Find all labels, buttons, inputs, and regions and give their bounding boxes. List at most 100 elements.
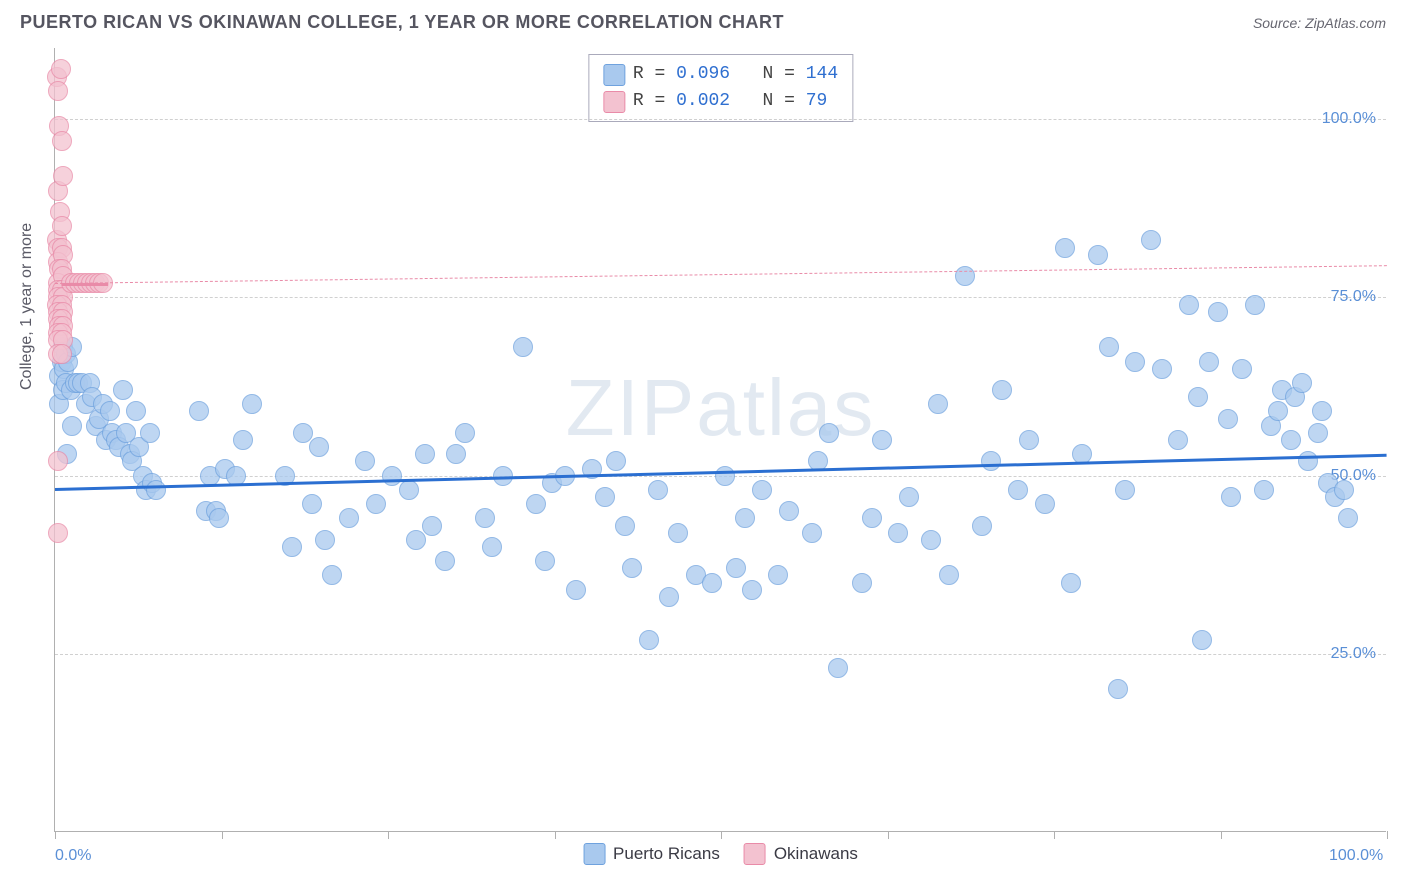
point-puerto-rican <box>1292 373 1312 393</box>
point-puerto-rican <box>1308 423 1328 443</box>
point-puerto-rican <box>62 416 82 436</box>
point-puerto-rican <box>802 523 822 543</box>
point-puerto-rican <box>1334 480 1354 500</box>
point-puerto-rican <box>615 516 635 536</box>
source-label: Source: ZipAtlas.com <box>1253 15 1386 31</box>
point-puerto-rican <box>852 573 872 593</box>
point-puerto-rican <box>768 565 788 585</box>
point-puerto-rican <box>1268 401 1288 421</box>
legend-item: Okinawans <box>744 843 858 865</box>
point-puerto-rican <box>606 451 626 471</box>
correlation-legend-box: R = 0.096 N = 144R = 0.002 N = 79 <box>588 54 853 122</box>
point-puerto-rican <box>648 480 668 500</box>
point-puerto-rican <box>233 430 253 450</box>
point-puerto-rican <box>1115 480 1135 500</box>
point-okinawan <box>48 523 68 543</box>
point-puerto-rican <box>355 451 375 471</box>
point-puerto-rican <box>981 451 1001 471</box>
point-puerto-rican <box>406 530 426 550</box>
header: PUERTO RICAN VS OKINAWAN COLLEGE, 1 YEAR… <box>0 0 1406 41</box>
point-puerto-rican <box>1199 352 1219 372</box>
x-tick-label: 100.0% <box>1329 847 1383 865</box>
point-puerto-rican <box>1019 430 1039 450</box>
correlation-row: R = 0.096 N = 144 <box>603 61 838 88</box>
point-puerto-rican <box>126 401 146 421</box>
point-puerto-rican <box>1208 302 1228 322</box>
point-puerto-rican <box>535 551 555 571</box>
point-puerto-rican <box>1192 630 1212 650</box>
point-puerto-rican <box>715 466 735 486</box>
legend-swatch <box>583 843 605 865</box>
point-puerto-rican <box>622 558 642 578</box>
x-tick <box>388 831 389 839</box>
x-tick <box>1387 831 1388 839</box>
point-puerto-rican <box>1108 679 1128 699</box>
point-puerto-rican <box>566 580 586 600</box>
point-puerto-rican <box>415 444 435 464</box>
point-puerto-rican <box>242 394 262 414</box>
point-puerto-rican <box>1152 359 1172 379</box>
point-okinawan <box>52 216 72 236</box>
point-puerto-rican <box>475 508 495 528</box>
point-puerto-rican <box>1245 295 1265 315</box>
point-puerto-rican <box>819 423 839 443</box>
legend-swatch <box>744 843 766 865</box>
point-puerto-rican <box>482 537 502 557</box>
point-puerto-rican <box>972 516 992 536</box>
point-puerto-rican <box>309 437 329 457</box>
point-puerto-rican <box>322 565 342 585</box>
point-puerto-rican <box>189 401 209 421</box>
point-puerto-rican <box>422 516 442 536</box>
chart-plot-area: ZIPatlas R = 0.096 N = 144R = 0.002 N = … <box>54 48 1386 832</box>
point-puerto-rican <box>921 530 941 550</box>
trendline-puerto-rican <box>55 454 1387 491</box>
point-puerto-rican <box>899 487 919 507</box>
x-tick <box>1221 831 1222 839</box>
gridline-h <box>55 654 1386 655</box>
point-puerto-rican <box>209 508 229 528</box>
point-puerto-rican <box>1035 494 1055 514</box>
point-puerto-rican <box>992 380 1012 400</box>
point-puerto-rican <box>828 658 848 678</box>
point-okinawan <box>48 81 68 101</box>
correlation-text: R = 0.096 N = 144 <box>633 61 838 88</box>
point-puerto-rican <box>146 480 166 500</box>
x-tick <box>721 831 722 839</box>
point-puerto-rican <box>1281 430 1301 450</box>
point-puerto-rican <box>1088 245 1108 265</box>
point-okinawan <box>48 451 68 471</box>
point-puerto-rican <box>779 501 799 521</box>
trendline-okinawan-solid-segment <box>62 283 109 286</box>
point-puerto-rican <box>1055 238 1075 258</box>
x-tick <box>222 831 223 839</box>
point-puerto-rican <box>293 423 313 443</box>
x-tick <box>55 831 56 839</box>
point-puerto-rican <box>282 537 302 557</box>
trendline-okinawan <box>55 265 1387 284</box>
point-puerto-rican <box>1061 573 1081 593</box>
point-puerto-rican <box>862 508 882 528</box>
point-puerto-rican <box>435 551 455 571</box>
point-puerto-rican <box>382 466 402 486</box>
point-puerto-rican <box>659 587 679 607</box>
point-okinawan <box>52 131 72 151</box>
point-puerto-rican <box>1179 295 1199 315</box>
point-puerto-rican <box>1125 352 1145 372</box>
chart-title: PUERTO RICAN VS OKINAWAN COLLEGE, 1 YEAR… <box>20 12 784 33</box>
point-okinawan <box>51 59 71 79</box>
point-puerto-rican <box>513 337 533 357</box>
point-puerto-rican <box>872 430 892 450</box>
point-puerto-rican <box>1312 401 1332 421</box>
y-tick-label: 100.0% <box>1322 110 1376 128</box>
correlation-text: R = 0.002 N = 79 <box>633 88 827 115</box>
y-tick-label: 75.0% <box>1331 288 1376 306</box>
gridline-h <box>55 119 1386 120</box>
point-puerto-rican <box>735 508 755 528</box>
point-puerto-rican <box>1298 451 1318 471</box>
legend-swatch <box>603 91 625 113</box>
point-puerto-rican <box>1232 359 1252 379</box>
point-puerto-rican <box>595 487 615 507</box>
point-puerto-rican <box>888 523 908 543</box>
point-puerto-rican <box>339 508 359 528</box>
point-puerto-rican <box>315 530 335 550</box>
